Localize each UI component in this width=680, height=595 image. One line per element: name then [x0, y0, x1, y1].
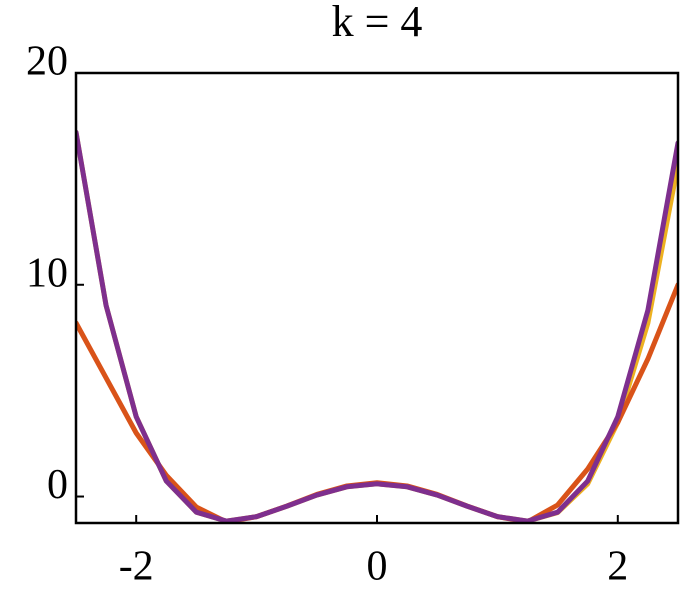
x-tick-label: 2 — [607, 544, 628, 590]
series-line — [76, 129, 678, 523]
plot-lines — [76, 129, 678, 523]
plot-frame — [74, 71, 680, 525]
y-tick-label: 10 — [26, 250, 68, 296]
y-tick-label: 20 — [26, 39, 68, 85]
x-tick-label: -2 — [119, 544, 154, 590]
series-line — [76, 129, 678, 523]
chart-title: k = 4 — [332, 0, 423, 46]
y-tick-label: 0 — [47, 462, 68, 508]
x-tick-label: 0 — [367, 544, 388, 590]
